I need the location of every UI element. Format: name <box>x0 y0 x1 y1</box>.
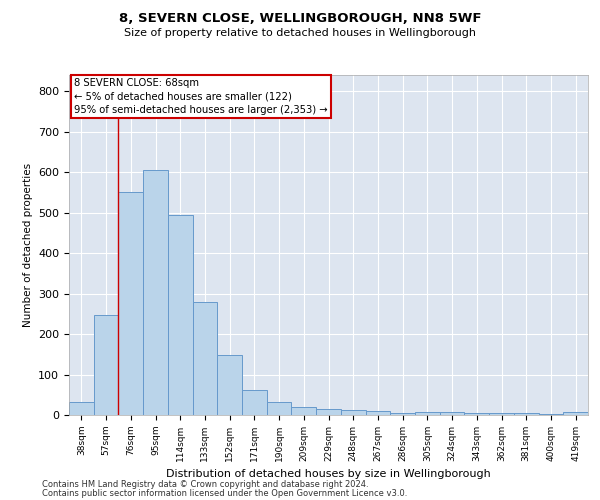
X-axis label: Distribution of detached houses by size in Wellingborough: Distribution of detached houses by size … <box>166 470 491 480</box>
Bar <box>217 355 242 415</box>
Bar <box>292 407 316 415</box>
Bar <box>341 410 365 415</box>
Bar <box>94 314 118 415</box>
Bar <box>69 402 94 415</box>
Bar <box>316 409 341 415</box>
Bar <box>415 412 440 415</box>
Bar <box>440 412 464 415</box>
Bar <box>489 413 514 415</box>
Bar <box>242 390 267 415</box>
Bar <box>118 192 143 415</box>
Bar <box>539 414 563 415</box>
Bar <box>464 413 489 415</box>
Bar <box>267 402 292 415</box>
Bar <box>514 413 539 415</box>
Text: 8 SEVERN CLOSE: 68sqm
← 5% of detached houses are smaller (122)
95% of semi-deta: 8 SEVERN CLOSE: 68sqm ← 5% of detached h… <box>74 78 328 115</box>
Bar <box>193 302 217 415</box>
Y-axis label: Number of detached properties: Number of detached properties <box>23 163 32 327</box>
Text: Contains HM Land Registry data © Crown copyright and database right 2024.: Contains HM Land Registry data © Crown c… <box>42 480 368 489</box>
Bar <box>563 412 588 415</box>
Bar <box>365 411 390 415</box>
Bar <box>168 214 193 415</box>
Bar <box>390 413 415 415</box>
Text: Contains public sector information licensed under the Open Government Licence v3: Contains public sector information licen… <box>42 488 407 498</box>
Text: 8, SEVERN CLOSE, WELLINGBOROUGH, NN8 5WF: 8, SEVERN CLOSE, WELLINGBOROUGH, NN8 5WF <box>119 12 481 26</box>
Bar <box>143 170 168 415</box>
Text: Size of property relative to detached houses in Wellingborough: Size of property relative to detached ho… <box>124 28 476 38</box>
